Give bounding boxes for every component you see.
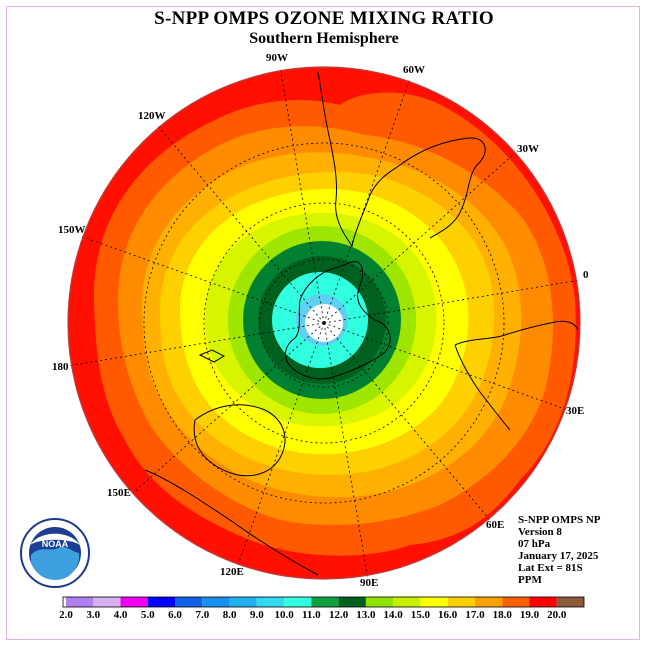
- ozone-field: [68, 67, 580, 579]
- longitude-labels: 90W 60W 30W 0 30E 60E 90E 120E 150E 180 …: [52, 52, 589, 589]
- colorbar-tick-label: 14.0: [384, 609, 404, 621]
- colorbar-tick-label: 19.0: [520, 609, 540, 621]
- colorbar-swatch: [93, 597, 121, 607]
- colorbar-swatch: [66, 597, 94, 607]
- colorbar-tick-label: 6.0: [168, 609, 182, 621]
- colorbar-tick-label: 9.0: [250, 609, 264, 621]
- colorbar-swatch: [556, 597, 584, 607]
- map-subtitle: Southern Hemisphere: [249, 30, 399, 47]
- lon-label-60e: 60E: [486, 519, 504, 531]
- lon-label-30e: 30E: [566, 405, 584, 417]
- colorbar-tick-label: 8.0: [223, 609, 237, 621]
- colorbar-tick-label: 3.0: [86, 609, 100, 621]
- colorbar-swatch: [420, 597, 448, 607]
- info-instrument: S-NPP OMPS NP: [518, 514, 601, 526]
- colorbar-tick-label: 11.0: [302, 609, 321, 621]
- colorbar: 2.0 3.0 4.0 5.0 6.0 7.0 8.0 9.0 10.0 11.0 12.0 13.0…: [59, 596, 585, 621]
- coastlines: [144, 71, 579, 576]
- lon-label-60w: 60W: [403, 64, 425, 76]
- colorbar-tick-label: 2.0: [59, 609, 73, 621]
- lon-label-90w: 90W: [266, 52, 288, 64]
- colorbar-swatch: [365, 597, 394, 607]
- lon-label-150w: 150W: [58, 224, 86, 236]
- colorbar-tick-label: 16.0: [438, 609, 458, 621]
- coast-asia: [144, 469, 319, 576]
- info-panel: S-NPP OMPS NP Version 8 07 hPa January 1…: [518, 514, 601, 586]
- colorbar-tick-label: 17.0: [465, 609, 485, 621]
- info-units: PPM: [518, 574, 542, 586]
- coast-australia: [193, 404, 286, 477]
- lon-label-0: 0: [583, 269, 589, 281]
- colorbar-swatch: [202, 597, 230, 607]
- colorbar-swatch: [175, 597, 203, 607]
- info-date: January 17, 2025: [518, 550, 599, 562]
- coast-antarctica: [284, 261, 391, 380]
- colorbar-tick-label: 7.0: [195, 609, 209, 621]
- colorbar-swatch: [311, 597, 339, 607]
- lon-label-180: 180: [52, 361, 69, 373]
- colorbar-swatch: [229, 597, 257, 607]
- colorbar-swatch: [120, 597, 148, 607]
- colorbar-swatch: [474, 597, 503, 607]
- colorbar-tick-label: 10.0: [274, 609, 294, 621]
- info-level: 07 hPa: [518, 538, 551, 550]
- lon-label-120e: 120E: [220, 566, 244, 578]
- info-lat-ext: Lat Ext = 81S: [518, 562, 583, 574]
- plot-frame: [6, 6, 640, 640]
- colorbar-tick-label: 5.0: [141, 609, 155, 621]
- colorbar-tick-label: 12.0: [329, 609, 349, 621]
- colorbar-tick-label: 20.0: [547, 609, 567, 621]
- colorbar-swatch: [338, 597, 366, 607]
- colorbar-tick-label: 18.0: [493, 609, 513, 621]
- map-boundary: [67, 66, 581, 580]
- colorbar-swatch: [147, 597, 176, 607]
- colorbar-swatch: [447, 597, 475, 607]
- colorbar-swatch: [502, 597, 530, 607]
- colorbar-swatch: [256, 597, 285, 607]
- colorbar-tick-label: 15.0: [411, 609, 431, 621]
- lon-label-150e: 150E: [107, 487, 131, 499]
- colorbar-swatch: [284, 597, 312, 607]
- colorbar-swatch: [393, 597, 421, 607]
- lon-label-30w: 30W: [517, 143, 539, 155]
- coast-south-america: [317, 71, 486, 248]
- coast-new-zealand: [198, 349, 226, 363]
- map-title: S-NPP OMPS OZONE MIXING RATIO: [154, 8, 494, 29]
- graticule: [67, 66, 581, 580]
- info-version: Version 8: [518, 526, 562, 538]
- colorbar-swatch: [529, 597, 557, 607]
- colorbar-tick-label: 13.0: [356, 609, 376, 621]
- south-pole-marker: [322, 321, 326, 325]
- lon-label-90e: 90E: [360, 577, 378, 589]
- lon-label-120w: 120W: [138, 110, 166, 122]
- colorbar-tick-label: 4.0: [114, 609, 128, 621]
- noaa-logo-text: NOAA: [42, 539, 69, 549]
- colorbar-outline: [62, 596, 585, 608]
- coast-africa: [454, 320, 579, 431]
- noaa-logo: NOAA: [20, 518, 90, 588]
